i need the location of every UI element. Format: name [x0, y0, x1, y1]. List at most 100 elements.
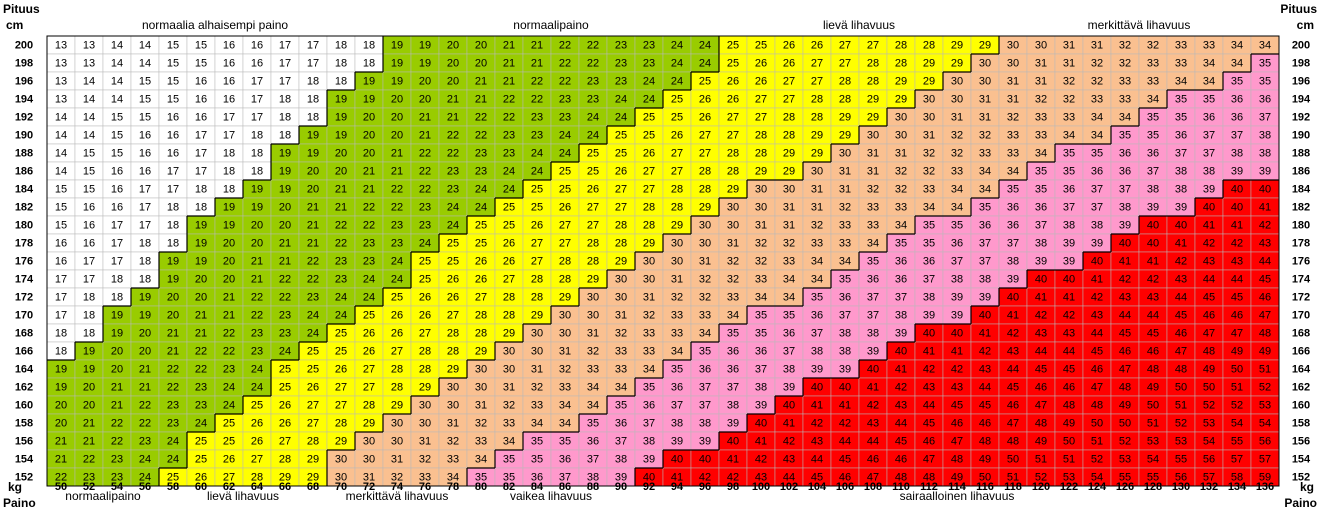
bmi-cell-value: 14	[55, 166, 67, 178]
weight-tick-label: 132	[1200, 481, 1218, 493]
bmi-cell-value: 34	[1091, 130, 1103, 142]
bmi-cell-value: 51	[1091, 436, 1103, 448]
bmi-cell-value: 39	[1119, 220, 1131, 232]
bmi-cell-value: 21	[83, 436, 95, 448]
bmi-cell-value: 35	[1063, 148, 1075, 160]
bmi-cell-value: 41	[811, 400, 823, 412]
bmi-cell-value: 22	[475, 112, 487, 124]
bmi-cell-value: 22	[223, 346, 235, 358]
bmi-cell-value: 23	[615, 58, 627, 70]
bmi-cell-value: 23	[307, 292, 319, 304]
bmi-cell-value: 23	[391, 238, 403, 250]
bmi-cell-value: 24	[671, 40, 683, 52]
bmi-cell-value: 28	[643, 202, 655, 214]
bmi-cell-value: 25	[727, 40, 739, 52]
bmi-cell-value: 33	[475, 436, 487, 448]
height-tick-label: 170	[15, 310, 33, 322]
bmi-cell-value: 35	[1147, 130, 1159, 142]
bmi-cell-value: 40	[1231, 202, 1243, 214]
height-tick-label: 192	[1292, 112, 1310, 124]
bmi-cell-value: 20	[223, 256, 235, 268]
bmi-cell-value: 27	[615, 184, 627, 196]
bmi-cell-value: 39	[1147, 202, 1159, 214]
bmi-cell-value: 32	[447, 436, 459, 448]
bmi-cell-value: 27	[839, 58, 851, 70]
bmi-cell-value: 28	[419, 346, 431, 358]
bmi-cell-value: 39	[1035, 256, 1047, 268]
bmi-cell-value: 41	[923, 346, 935, 358]
bmi-cell-value: 43	[811, 436, 823, 448]
bmi-cell-value: 27	[867, 40, 879, 52]
bmi-cell-value: 40	[811, 382, 823, 394]
bmi-cell-value: 26	[279, 400, 291, 412]
bmi-cell-value: 31	[727, 238, 739, 250]
bmi-cell-value: 28	[503, 310, 515, 322]
bmi-cell-value: 25	[251, 400, 263, 412]
bmi-cell-value: 30	[951, 76, 963, 88]
bmi-cell-value: 42	[1119, 274, 1131, 286]
weight-tick-label: 124	[1088, 481, 1107, 493]
bmi-cell-value: 36	[643, 400, 655, 412]
bmi-cell-value: 49	[1231, 346, 1243, 358]
bmi-cell-value: 27	[559, 220, 571, 232]
bmi-cell-value: 21	[251, 256, 263, 268]
bmi-cell-value: 37	[979, 256, 991, 268]
bmi-cell-value: 41	[727, 454, 739, 466]
bmi-cell-value: 45	[839, 454, 851, 466]
bmi-cell-value: 27	[587, 220, 599, 232]
bmi-cell-value: 32	[811, 220, 823, 232]
bmi-cell-value: 46	[1091, 364, 1103, 376]
bmi-cell-value: 31	[895, 148, 907, 160]
bmi-cell-value: 16	[167, 130, 179, 142]
height-tick-label: 192	[15, 112, 33, 124]
bmi-cell-value: 38	[1175, 184, 1187, 196]
bmi-cell-value: 20	[447, 40, 459, 52]
bmi-cell-value: 39	[1175, 202, 1187, 214]
bmi-cell-value: 30	[559, 328, 571, 340]
bmi-cell-value: 28	[867, 76, 879, 88]
bmi-cell-value: 38	[1259, 148, 1271, 160]
bmi-cell-value: 44	[1119, 310, 1131, 322]
corner-label-right-top: cm	[1297, 18, 1314, 32]
height-tick-label: 164	[1292, 364, 1311, 376]
bmi-cell-value: 35	[503, 454, 515, 466]
bmi-cell-value: 26	[783, 40, 795, 52]
bmi-cell-value: 36	[895, 274, 907, 286]
height-tick-label: 188	[15, 148, 33, 160]
bmi-cell-value: 34	[1175, 76, 1187, 88]
bmi-cell-value: 38	[923, 292, 935, 304]
bmi-cell-value: 26	[755, 76, 767, 88]
bmi-cell-value: 21	[391, 148, 403, 160]
bmi-cell-value: 32	[615, 328, 627, 340]
bmi-cell-value: 40	[839, 382, 851, 394]
bmi-cell-value: 32	[923, 148, 935, 160]
bmi-cell-value: 30	[391, 418, 403, 430]
bmi-cell-value: 37	[839, 310, 851, 322]
bmi-cell-value: 36	[1119, 166, 1131, 178]
bmi-cell-value: 33	[839, 220, 851, 232]
bmi-cell-value: 24	[195, 418, 207, 430]
bmi-cell-value: 38	[1063, 220, 1075, 232]
bmi-cell-value: 30	[1007, 40, 1019, 52]
bmi-cell-value: 23	[643, 40, 655, 52]
bmi-cell-value: 29	[307, 454, 319, 466]
bmi-cell-value: 18	[307, 76, 319, 88]
bmi-cell-value: 31	[1035, 76, 1047, 88]
bmi-cell-value: 19	[139, 310, 151, 322]
height-tick-label: 174	[1292, 274, 1311, 286]
bmi-cell-value: 20	[111, 364, 123, 376]
bmi-cell-value: 19	[251, 184, 263, 196]
bmi-cell-value: 49	[1203, 364, 1215, 376]
bmi-cell-value: 48	[1119, 382, 1131, 394]
height-axis-left: 200 198 196 194 192 190 188 186 184 182 180 178 176 1…	[15, 40, 34, 484]
bmi-cell-value: 39	[951, 292, 963, 304]
bmi-cell-value: 23	[587, 76, 599, 88]
bmi-cell-value: 29	[951, 58, 963, 70]
bmi-cell-value: 30	[643, 274, 655, 286]
bmi-cell-value: 33	[895, 202, 907, 214]
bmi-cell-value: 18	[279, 94, 291, 106]
bmi-cell-value: 21	[307, 238, 319, 250]
bmi-cell-value: 35	[1119, 130, 1131, 142]
bmi-cell-value: 14	[55, 148, 67, 160]
bmi-cell-value: 19	[391, 76, 403, 88]
